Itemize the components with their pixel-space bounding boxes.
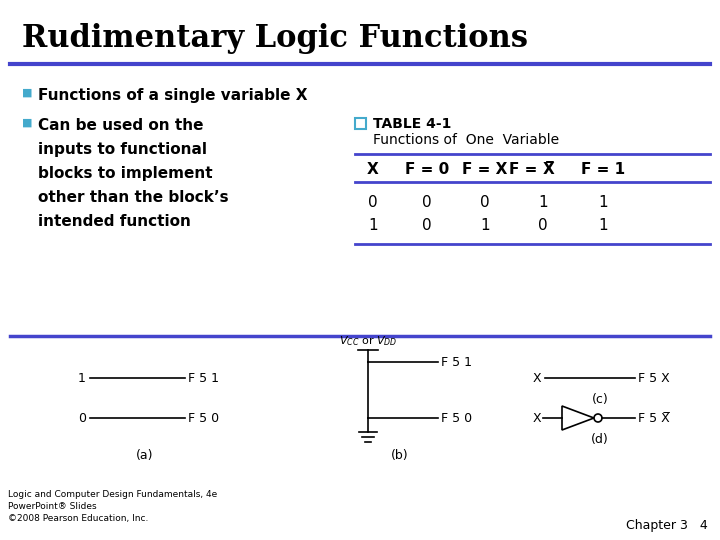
Text: PowerPoint® Slides: PowerPoint® Slides (8, 502, 96, 511)
Text: ■: ■ (22, 118, 32, 128)
Text: ■: ■ (22, 88, 32, 98)
Text: Functions of  One  Variable: Functions of One Variable (373, 133, 559, 147)
Bar (355, 118, 366, 129)
Text: (a): (a) (136, 449, 154, 462)
Text: (b): (b) (391, 449, 409, 462)
Text: inputs to functional: inputs to functional (38, 142, 207, 157)
Text: 0: 0 (538, 218, 548, 233)
Text: Functions of a single variable X: Functions of a single variable X (38, 88, 307, 103)
Text: Rudimentary Logic Functions: Rudimentary Logic Functions (22, 23, 528, 53)
Text: 1: 1 (368, 218, 378, 233)
Text: Chapter 3   4: Chapter 3 4 (626, 519, 708, 532)
Text: X̅: X̅ (543, 162, 554, 177)
Text: F 5 0: F 5 0 (188, 411, 219, 424)
Text: Can be used on the: Can be used on the (38, 118, 204, 133)
Text: 0: 0 (78, 411, 86, 424)
Text: intended function: intended function (38, 214, 191, 229)
Text: X: X (367, 162, 379, 177)
Text: X: X (532, 372, 541, 384)
Text: F 5 0: F 5 0 (441, 411, 472, 424)
Text: F 5 1: F 5 1 (441, 355, 472, 368)
Text: 1: 1 (480, 218, 490, 233)
Text: F = 1: F = 1 (581, 162, 625, 177)
Text: 1: 1 (78, 372, 86, 384)
Text: (d): (d) (591, 434, 609, 447)
Text: TABLE 4-1: TABLE 4-1 (373, 117, 451, 131)
Text: F =: F = (509, 162, 543, 177)
Text: F 5 1: F 5 1 (188, 372, 219, 384)
Text: 1: 1 (538, 195, 548, 210)
Text: Logic and Computer Design Fundamentals, 4e: Logic and Computer Design Fundamentals, … (8, 490, 217, 499)
Text: F = 0: F = 0 (405, 162, 449, 177)
Text: 0: 0 (422, 195, 432, 210)
Text: other than the block’s: other than the block’s (38, 190, 229, 205)
Text: F = X: F = X (462, 162, 508, 177)
Text: ©2008 Pearson Education, Inc.: ©2008 Pearson Education, Inc. (8, 514, 148, 523)
Text: 1: 1 (598, 218, 608, 233)
Text: 0: 0 (368, 195, 378, 210)
Text: F 5 X: F 5 X (638, 372, 670, 384)
Text: $V_{CC}$ or $V_{DD}$: $V_{CC}$ or $V_{DD}$ (339, 334, 397, 348)
Text: (c): (c) (592, 394, 608, 407)
Text: F 5 X̅: F 5 X̅ (638, 411, 670, 424)
Text: 1: 1 (598, 195, 608, 210)
Text: 0: 0 (480, 195, 490, 210)
Text: X: X (532, 411, 541, 424)
Text: blocks to implement: blocks to implement (38, 166, 212, 181)
Text: 0: 0 (422, 218, 432, 233)
